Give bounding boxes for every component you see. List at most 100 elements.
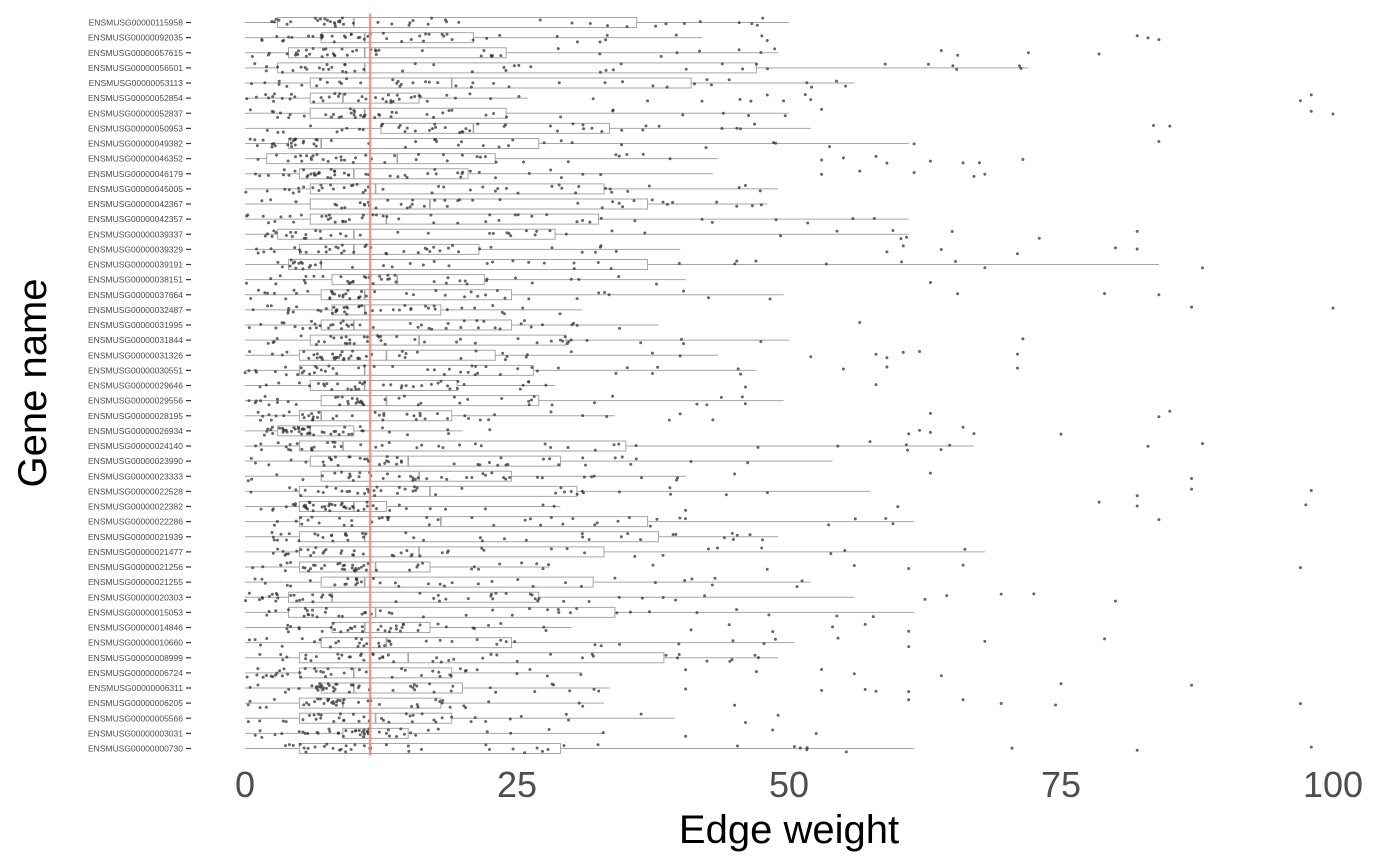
data-point [319, 368, 323, 372]
data-point [446, 417, 450, 421]
data-point [277, 18, 281, 22]
data-point [380, 716, 384, 720]
data-point [585, 338, 589, 342]
data-point [312, 445, 316, 449]
data-point [481, 472, 485, 476]
data-point [276, 115, 280, 119]
data-point [264, 383, 268, 387]
data-point [409, 38, 413, 42]
data-point [326, 667, 330, 671]
data-point [318, 77, 322, 81]
gene-box-ENSMUSG00000038151 [245, 274, 686, 286]
data-point [428, 682, 432, 686]
iqr-box [288, 47, 507, 59]
data-point [287, 188, 291, 192]
data-point [311, 154, 315, 158]
data-point [580, 489, 584, 493]
gene-points-ENSMUSG00000021256 [251, 561, 1302, 573]
data-point [820, 172, 824, 176]
data-point [264, 69, 268, 73]
data-point [340, 614, 344, 618]
data-point [348, 297, 352, 301]
data-point [761, 16, 765, 20]
data-point [339, 155, 343, 159]
data-point [323, 17, 327, 21]
y-tick-label: ENSMUSG00000045005 [88, 184, 183, 194]
x-tick-label: 25 [497, 764, 537, 805]
data-point [361, 128, 365, 132]
data-point [432, 63, 436, 67]
data-point [678, 412, 682, 416]
data-point [604, 186, 608, 190]
data-point [656, 365, 660, 369]
data-point [309, 553, 313, 557]
data-point [297, 189, 301, 193]
data-point [264, 673, 268, 677]
data-point [300, 371, 304, 375]
data-point [612, 443, 616, 447]
data-point [364, 610, 368, 614]
data-point [283, 569, 287, 573]
data-point [308, 501, 312, 505]
gene-points-ENSMUSG00000046179 [254, 167, 987, 180]
data-point [540, 749, 544, 753]
data-point [345, 323, 349, 327]
data-point [381, 418, 385, 422]
data-point [266, 221, 270, 225]
data-point [782, 99, 786, 103]
data-point [502, 537, 506, 541]
data-point [516, 213, 520, 217]
data-point [740, 395, 744, 399]
data-point [1200, 266, 1204, 270]
data-point [343, 310, 347, 314]
data-point [303, 731, 307, 735]
data-point [408, 262, 412, 266]
data-point [311, 593, 315, 597]
data-point [684, 687, 688, 691]
data-point [552, 504, 556, 508]
data-point [891, 522, 895, 526]
data-point [481, 185, 485, 189]
data-point [522, 160, 526, 164]
data-point [305, 701, 309, 705]
data-point [325, 80, 329, 84]
data-point [265, 637, 269, 641]
data-point [289, 230, 293, 234]
data-point [505, 354, 509, 358]
data-point [535, 562, 539, 566]
data-point [556, 47, 560, 51]
data-point [644, 124, 648, 128]
data-point [333, 169, 337, 173]
data-point [420, 49, 424, 53]
data-point [319, 183, 323, 187]
data-point [329, 323, 333, 327]
data-point [495, 653, 499, 657]
data-point [733, 703, 737, 707]
gene-points-ENSMUSG00000039337 [263, 228, 1139, 241]
data-point [827, 523, 831, 527]
data-point [377, 702, 381, 706]
data-point [605, 24, 609, 28]
data-point [316, 688, 320, 692]
data-point [352, 342, 356, 346]
data-point [253, 577, 257, 581]
data-point [885, 250, 889, 254]
data-point [320, 683, 324, 687]
data-point [502, 124, 506, 128]
data-point [355, 182, 359, 186]
data-point [377, 730, 381, 734]
data-point [301, 597, 305, 601]
data-point [353, 569, 357, 573]
data-point [311, 509, 315, 513]
data-point [727, 78, 731, 82]
data-point [305, 154, 309, 158]
data-point [272, 340, 276, 344]
data-point [342, 171, 346, 175]
data-point [495, 289, 499, 293]
data-point [340, 653, 344, 657]
data-point [896, 505, 900, 509]
data-point [355, 397, 359, 401]
data-point [360, 531, 364, 535]
data-point [471, 198, 475, 202]
data-point [579, 673, 583, 677]
